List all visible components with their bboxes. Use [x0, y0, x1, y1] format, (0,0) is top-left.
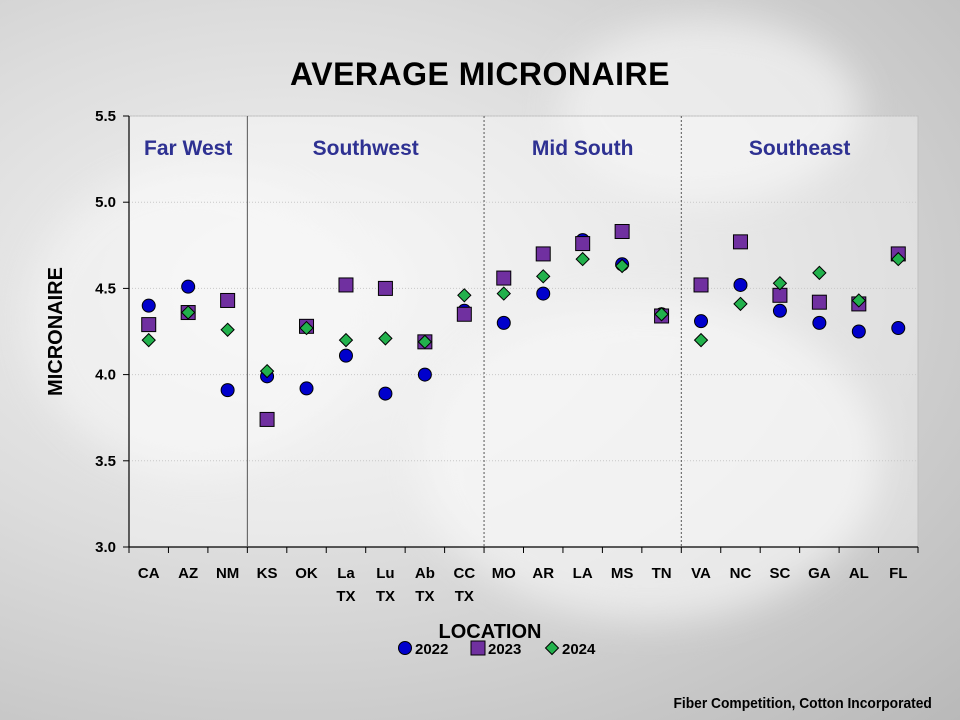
point-2022	[181, 279, 196, 294]
region-label: Southeast	[749, 137, 851, 160]
point-2024	[496, 286, 511, 301]
series-2024	[141, 251, 906, 379]
legend-marker-2022	[398, 641, 412, 655]
point-2024	[180, 305, 196, 320]
point-2022	[496, 315, 511, 330]
y-axis-title: MICRONAIRE	[45, 267, 67, 396]
x-tick-label: LA	[573, 565, 593, 582]
point-2024	[536, 269, 551, 284]
point-2022	[536, 286, 551, 301]
point-2022	[338, 348, 353, 363]
x-tick-label: TX	[455, 588, 474, 605]
point-2022	[772, 303, 787, 318]
point-2024	[141, 332, 156, 348]
point-2024	[693, 332, 709, 348]
x-tick-label: VA	[691, 565, 711, 582]
point-2024	[851, 293, 867, 308]
y-tick-label: 5.5	[95, 108, 116, 125]
x-tick-label: TX	[376, 588, 395, 605]
point-2023	[377, 280, 393, 296]
point-2024	[733, 296, 748, 312]
point-2024	[299, 320, 314, 336]
point-2024	[338, 332, 354, 348]
x-tick-label: La	[337, 565, 355, 582]
region-label: Mid South	[532, 137, 633, 160]
y-tick-label: 4.0	[95, 367, 116, 384]
point-2023	[338, 277, 354, 293]
point-2023	[220, 292, 236, 308]
x-tick-label: CC	[453, 565, 475, 582]
x-tick-label: CA	[138, 565, 160, 582]
legend-marker-2023	[470, 640, 486, 656]
x-tick-label: Lu	[376, 565, 394, 582]
x-tick-label: AL	[849, 565, 869, 582]
y-tick-label: 3.5	[95, 453, 116, 470]
legend-marker-2024	[544, 640, 560, 656]
x-tick-label: TX	[336, 588, 355, 605]
region-label: Southwest	[313, 137, 419, 160]
point-2024	[891, 251, 906, 267]
point-2022	[417, 367, 432, 382]
point-2023	[614, 224, 630, 240]
y-tick-label: 5.0	[95, 194, 116, 211]
legend-label: 2022	[415, 641, 448, 658]
point-2022	[812, 315, 827, 330]
point-2022	[299, 381, 314, 396]
x-tick-label: MO	[492, 565, 516, 582]
x-tick-label: TX	[415, 588, 434, 605]
source-credit: Fiber Competition, Cotton Incorporated	[673, 695, 932, 712]
x-tick-label: NC	[730, 565, 752, 582]
x-tick-label: TN	[652, 565, 672, 582]
point-2023	[811, 294, 827, 310]
point-2023	[496, 270, 512, 286]
point-2023	[732, 234, 748, 250]
x-tick-label: Ab	[415, 565, 435, 582]
x-tick-label: NM	[216, 565, 239, 582]
point-2024	[378, 331, 393, 346]
point-2024	[259, 363, 275, 379]
x-tick-label: GA	[808, 565, 831, 582]
y-tick-label: 3.0	[95, 539, 116, 556]
point-2022	[694, 314, 709, 329]
point-2024	[654, 307, 669, 322]
x-tick-label: OK	[295, 565, 318, 582]
x-axis-title: LOCATION	[439, 621, 542, 643]
point-2023	[456, 306, 472, 322]
plot-area	[128, 115, 919, 548]
point-2024	[575, 251, 590, 267]
x-tick-label: KS	[257, 565, 278, 582]
x-tick-label: FL	[889, 565, 907, 582]
legend-label: 2024	[562, 641, 596, 658]
point-2022	[141, 298, 156, 313]
point-2023	[141, 317, 157, 333]
point-2024	[614, 258, 630, 274]
point-2024	[772, 276, 788, 291]
point-2023	[259, 411, 275, 427]
x-tick-label: AR	[532, 565, 554, 582]
point-2023	[535, 246, 551, 262]
point-2022	[891, 321, 906, 336]
y-tick-label: 4.5	[95, 280, 116, 297]
point-2024	[457, 288, 472, 303]
chart-title: AVERAGE MICRONAIRE	[290, 56, 670, 92]
x-tick-label: SC	[770, 565, 791, 582]
x-tick-label: MS	[611, 565, 634, 582]
legend-label: 2023	[488, 641, 521, 658]
point-2024	[220, 322, 235, 337]
region-label: Far West	[144, 137, 232, 160]
point-2022	[851, 324, 866, 339]
x-tick-label: AZ	[178, 565, 198, 582]
point-2023	[575, 236, 591, 252]
point-2023	[693, 277, 709, 293]
point-2024	[812, 265, 827, 281]
point-2022	[378, 386, 393, 401]
point-2024	[417, 334, 433, 350]
point-2022	[220, 383, 235, 398]
point-2022	[733, 277, 748, 292]
